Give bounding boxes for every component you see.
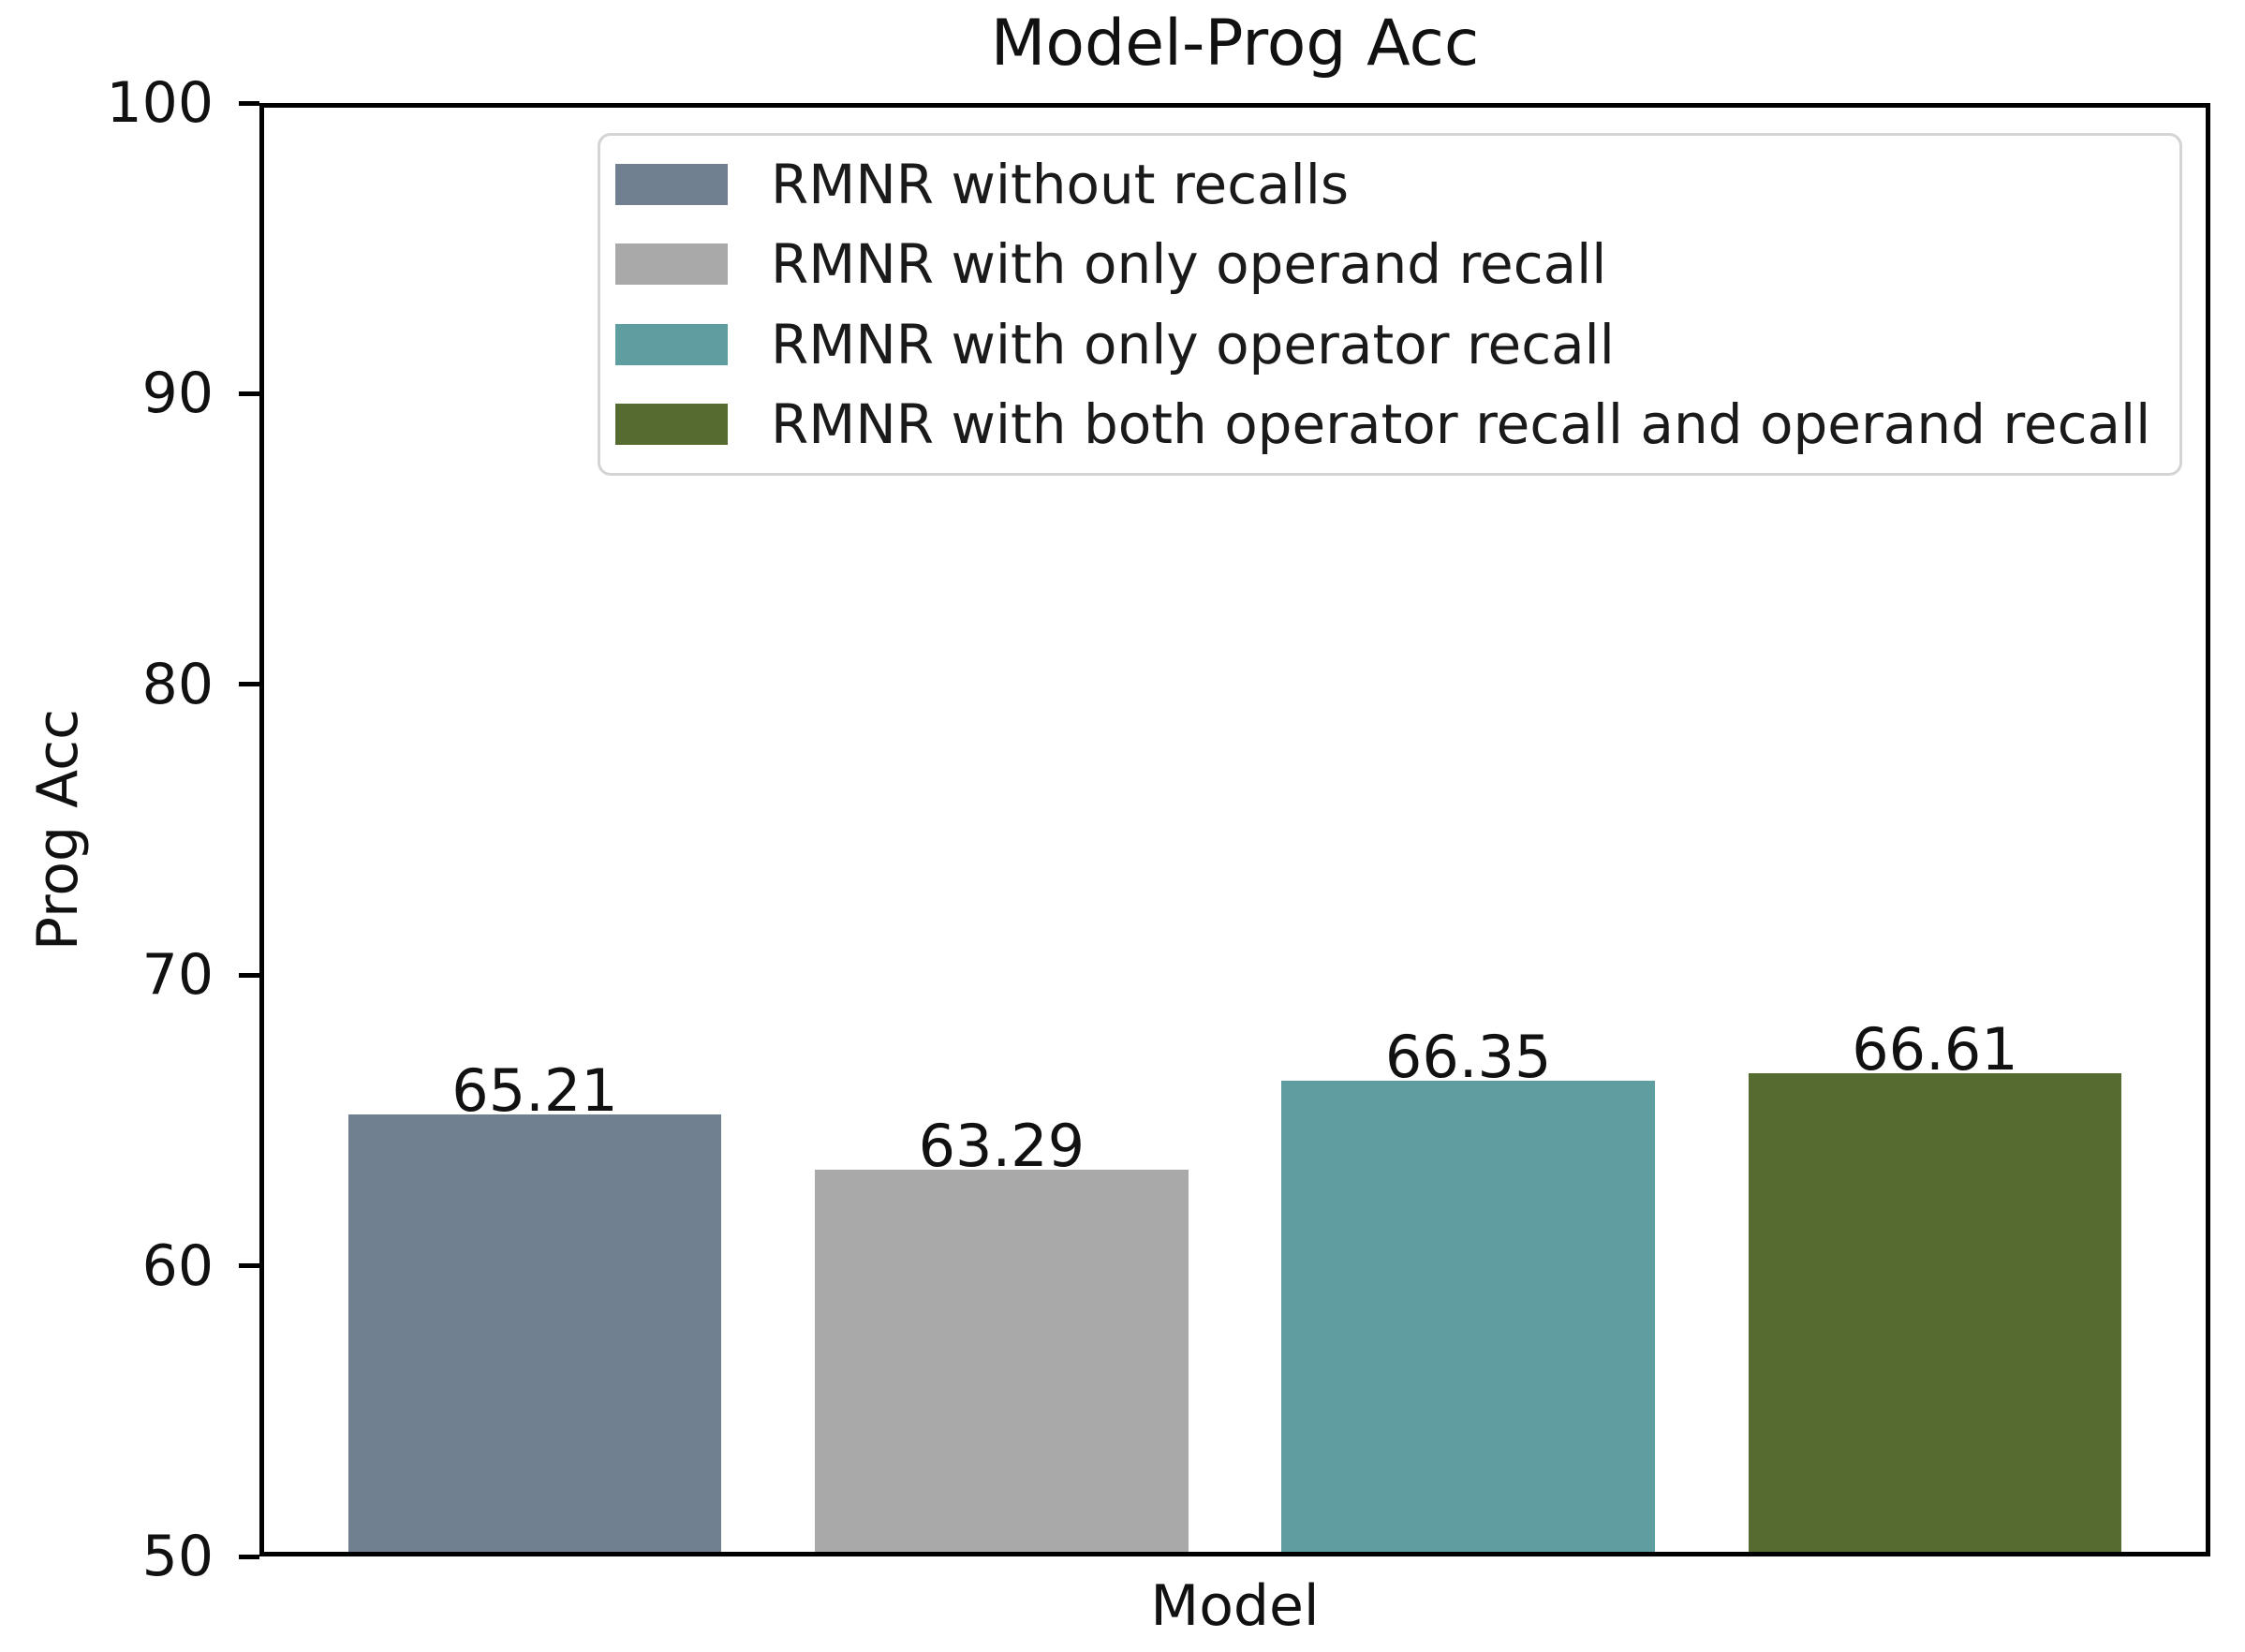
y-tick-mark [239,391,259,396]
y-tick-mark [239,100,259,106]
y-tick-label: 60 [141,1232,214,1299]
y-axis-label-text: Prog Acc [25,708,91,951]
bar [815,1170,1189,1556]
legend-swatch [615,243,728,286]
y-tick-label: 70 [141,942,214,1009]
legend-row: RMNR with both operator recall and opera… [615,387,2179,462]
bar-value-label: 66.61 [1852,1015,2018,1084]
y-tick-mark [239,972,259,978]
y-tick-label: 90 [141,361,214,427]
legend-swatch [615,404,728,446]
legend-label: RMNR with only operator recall [771,312,1615,376]
bar-value-label: 63.29 [918,1112,1086,1181]
y-tick-mark [239,1554,259,1559]
legend-swatch [615,323,728,365]
legend: RMNR without recalls RMNR with only opera… [598,133,2182,476]
legend-row: RMNR with only operand recall [615,227,2179,302]
legend-row: RMNR without recalls [615,147,2179,222]
bar [1281,1081,1655,1556]
bar-value-label: 65.21 [451,1055,618,1125]
bar [1748,1073,2122,1556]
legend-label: RMNR with both operator recall and opera… [771,392,2151,457]
y-tick-label: 80 [141,651,214,717]
y-tick-label: 100 [106,70,214,136]
legend-row: RMNR with only operator recall [615,307,2179,382]
y-tick-mark [239,1263,259,1269]
bar-value-label: 66.35 [1384,1023,1552,1092]
legend-label: RMNR with only operand recall [771,232,1607,297]
legend-swatch [615,163,728,205]
y-tick-mark [239,682,259,687]
chart-title: Model-Prog Acc [990,7,1480,81]
legend-label: RMNR without recalls [771,152,1350,216]
bar [347,1114,722,1556]
x-axis-label: Model [1150,1573,1320,1639]
y-tick-label: 50 [141,1524,214,1589]
